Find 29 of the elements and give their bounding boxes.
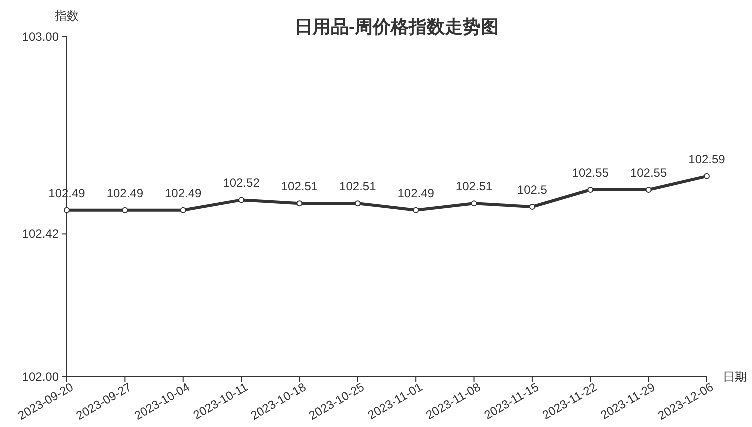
y-axis-title: 指数 bbox=[54, 9, 79, 23]
y-tick-label: 103.00 bbox=[22, 30, 60, 44]
point bbox=[471, 200, 478, 207]
point bbox=[296, 200, 303, 207]
chart-title: 日用品-周价格指数走势图 bbox=[295, 17, 499, 37]
data-label: 102.49 bbox=[398, 186, 435, 200]
y-tick-label: 102.00 bbox=[22, 370, 60, 384]
y-tick-label: 102.42 bbox=[22, 227, 60, 242]
point bbox=[354, 200, 361, 207]
data-label: 102.51 bbox=[340, 180, 377, 194]
data-label: 102.49 bbox=[165, 186, 202, 200]
point bbox=[588, 187, 594, 193]
point bbox=[704, 173, 710, 180]
data-label: 102.51 bbox=[281, 180, 318, 194]
x-axis-title: 日期 bbox=[723, 370, 747, 384]
data-label: 102.59 bbox=[688, 152, 726, 166]
point bbox=[413, 207, 420, 214]
point bbox=[64, 207, 70, 214]
data-label: 102.55 bbox=[572, 166, 610, 180]
data-label: 102.52 bbox=[223, 176, 260, 190]
point bbox=[122, 207, 128, 214]
data-label: 102.55 bbox=[630, 166, 668, 180]
data-label: 102.5 bbox=[517, 183, 548, 197]
data-label: 102.51 bbox=[456, 180, 493, 194]
data-label: 102.49 bbox=[106, 186, 144, 200]
point bbox=[180, 207, 186, 214]
point bbox=[529, 204, 536, 210]
point bbox=[238, 197, 245, 204]
point bbox=[646, 187, 652, 193]
